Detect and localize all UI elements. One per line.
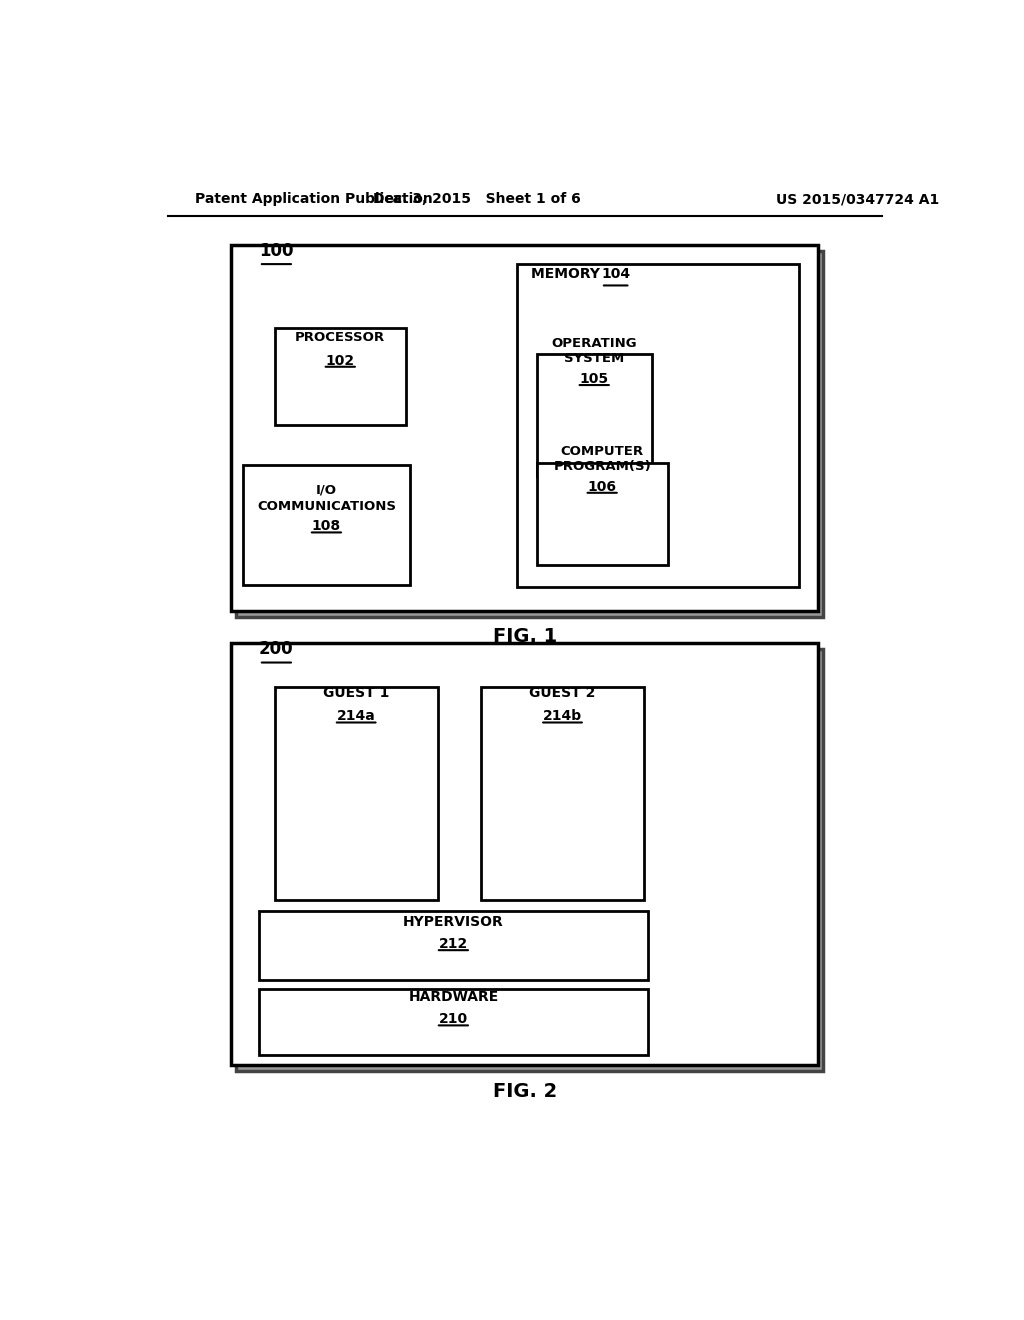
Text: OPERATING: OPERATING — [552, 337, 637, 350]
FancyBboxPatch shape — [274, 686, 437, 900]
FancyBboxPatch shape — [541, 469, 672, 570]
FancyBboxPatch shape — [517, 264, 799, 587]
Text: 214a: 214a — [337, 709, 376, 723]
FancyBboxPatch shape — [259, 989, 648, 1055]
Text: Dec. 3, 2015   Sheet 1 of 6: Dec. 3, 2015 Sheet 1 of 6 — [374, 191, 581, 206]
FancyBboxPatch shape — [279, 333, 410, 430]
Text: 214b: 214b — [543, 709, 582, 723]
Text: I/O: I/O — [315, 483, 337, 496]
Text: GUEST 2: GUEST 2 — [529, 686, 596, 700]
Text: PROGRAM(S): PROGRAM(S) — [553, 459, 651, 473]
Text: US 2015/0347724 A1: US 2015/0347724 A1 — [776, 191, 940, 206]
Text: 100: 100 — [259, 242, 294, 260]
Text: COMPUTER: COMPUTER — [560, 445, 644, 458]
FancyBboxPatch shape — [537, 354, 652, 475]
FancyBboxPatch shape — [243, 466, 410, 585]
FancyBboxPatch shape — [263, 994, 652, 1060]
Text: MEMORY: MEMORY — [531, 268, 610, 281]
Text: SYSTEM: SYSTEM — [564, 352, 625, 366]
Text: 102: 102 — [326, 354, 355, 368]
Text: 105: 105 — [580, 372, 609, 385]
FancyBboxPatch shape — [280, 693, 442, 907]
Text: PROCESSOR: PROCESSOR — [295, 331, 385, 343]
Text: FIG. 2: FIG. 2 — [493, 1082, 557, 1101]
Text: 108: 108 — [312, 519, 341, 533]
Text: COMMUNICATIONS: COMMUNICATIONS — [257, 499, 396, 512]
FancyBboxPatch shape — [259, 911, 648, 979]
Text: 212: 212 — [438, 937, 468, 952]
Text: HARDWARE: HARDWARE — [409, 990, 499, 1005]
FancyBboxPatch shape — [481, 686, 644, 900]
FancyBboxPatch shape — [236, 649, 823, 1071]
Text: 210: 210 — [439, 1012, 468, 1026]
FancyBboxPatch shape — [541, 359, 655, 480]
Text: HYPERVISOR: HYPERVISOR — [403, 915, 504, 929]
FancyBboxPatch shape — [486, 693, 648, 907]
FancyBboxPatch shape — [247, 470, 414, 590]
FancyBboxPatch shape — [274, 329, 406, 425]
Text: FIG. 1: FIG. 1 — [493, 627, 557, 645]
Text: Patent Application Publication: Patent Application Publication — [196, 191, 433, 206]
Text: 200: 200 — [259, 640, 294, 659]
Text: GUEST 1: GUEST 1 — [323, 686, 389, 700]
FancyBboxPatch shape — [231, 643, 818, 1065]
FancyBboxPatch shape — [521, 271, 804, 594]
Text: 106: 106 — [588, 479, 616, 494]
FancyBboxPatch shape — [236, 251, 823, 616]
FancyBboxPatch shape — [537, 463, 668, 565]
FancyBboxPatch shape — [231, 244, 818, 611]
FancyBboxPatch shape — [263, 916, 652, 985]
Text: 104: 104 — [601, 268, 630, 281]
